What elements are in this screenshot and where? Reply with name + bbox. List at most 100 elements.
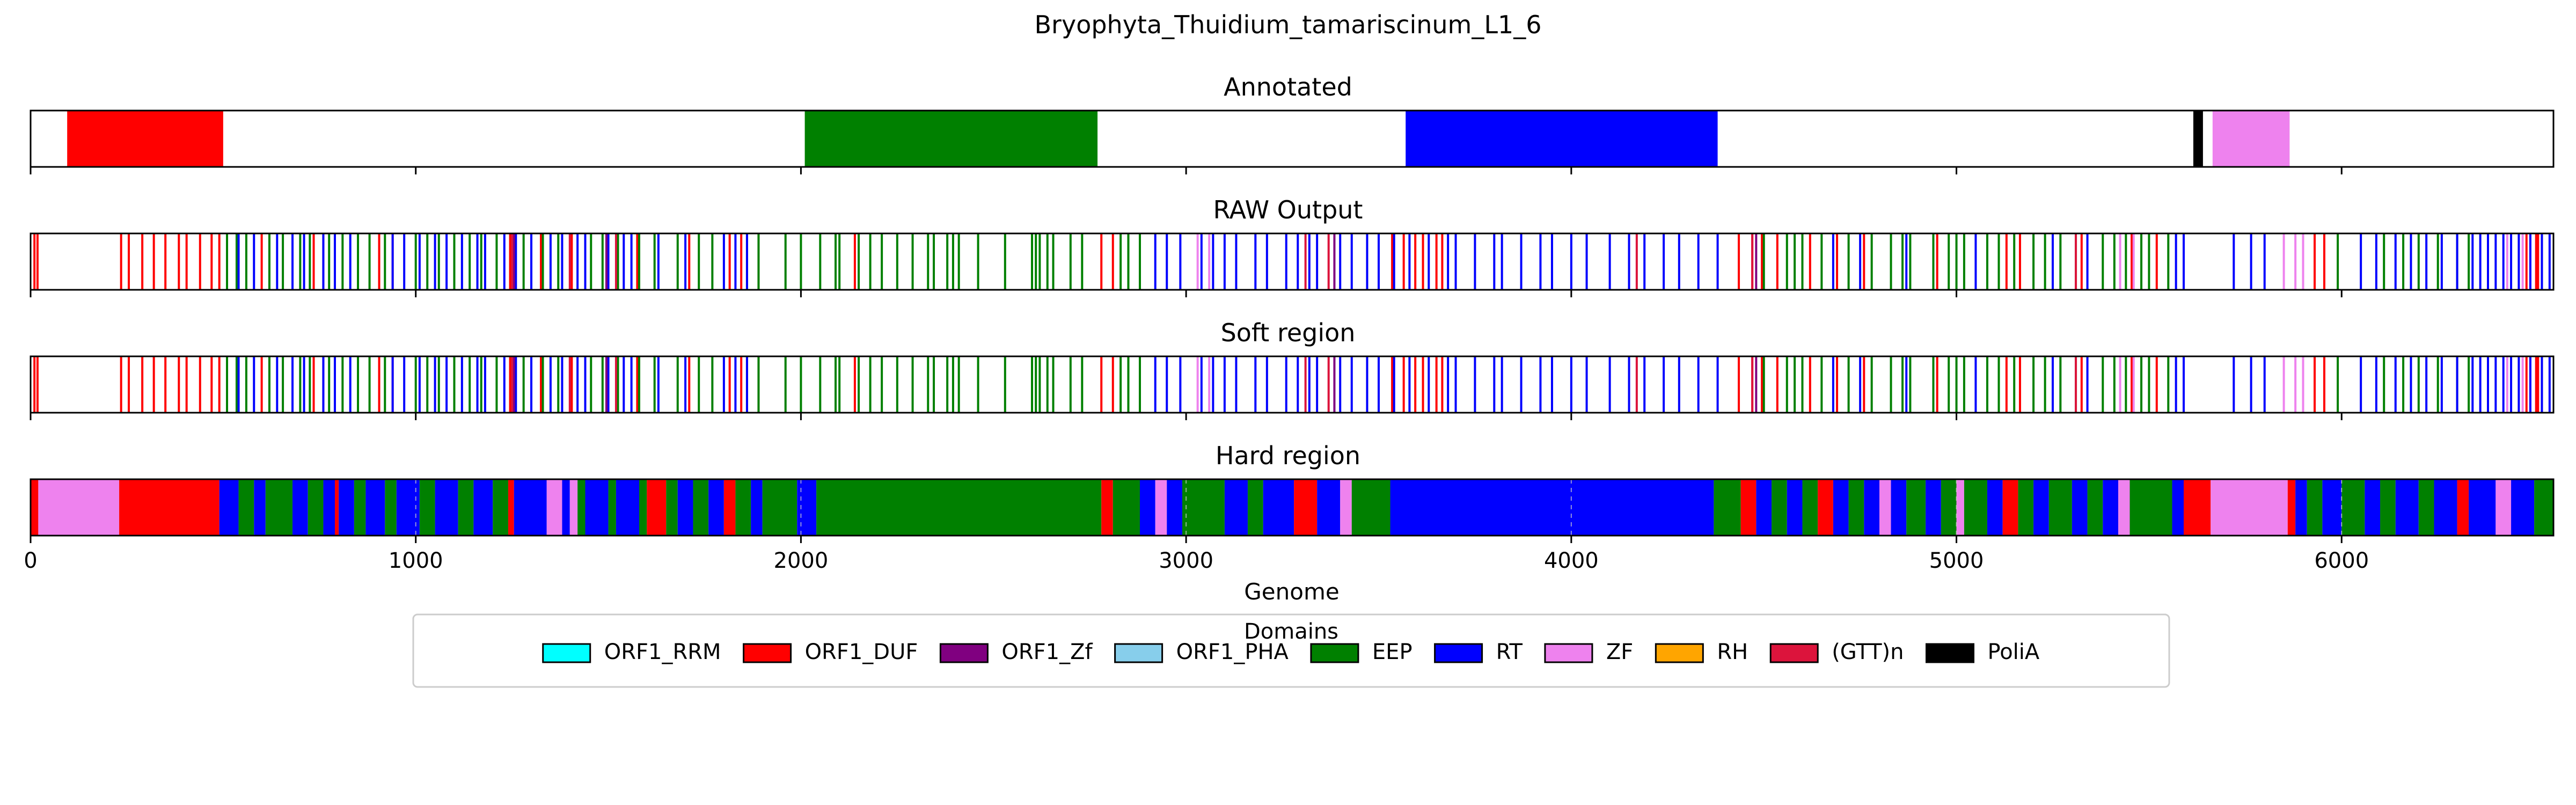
hard-region-segment-rt: [585, 479, 609, 536]
annotated-segment-orf1-duf: [67, 111, 223, 167]
raw-output-lines: [33, 233, 2551, 290]
legend-swatch-zf: [1544, 643, 1593, 663]
hard-region-segment-orf1-duf: [1294, 479, 1318, 536]
panel-title-raw-output: RAW Output: [1213, 195, 1363, 224]
hard-region-segment-eep: [458, 479, 474, 536]
legend-label-orf1-zf: ORF1_Zf: [1001, 640, 1093, 664]
hard-region-segment-eep: [1848, 479, 1864, 536]
x-tick-label: 0: [24, 548, 37, 573]
hard-region-segment-eep: [639, 479, 647, 536]
hard-region-segment-rt: [1167, 479, 1182, 536]
hard-region-segment-eep: [608, 479, 616, 536]
legend-swatch-orf1-zf: [939, 643, 989, 663]
legend-swatch-eep: [1310, 643, 1359, 663]
hard-region-segment-rt: [514, 479, 547, 536]
raw-output-frame: [30, 232, 2555, 291]
panel-title-soft-region: Soft region: [1221, 318, 1356, 347]
hard-region-segment-eep: [419, 479, 435, 536]
hard-region-segment-rt: [751, 479, 763, 536]
hard-region-segment-eep: [816, 479, 1102, 536]
legend-entries: ORF1_RRM ORF1_DUF ORF1_Zf ORF1_PHA EEP RT ZF RH…: [542, 640, 2040, 664]
hard-region-segment-rt: [797, 479, 817, 536]
hard-region-segment-rt: [1787, 479, 1803, 536]
hard-region-segment-eep: [2534, 479, 2553, 536]
legend-swatch-rt: [1434, 643, 1483, 663]
hard-region-segment-rt: [323, 479, 335, 536]
annotated-segments: [67, 111, 2290, 167]
hard-region-segment-eep: [2341, 479, 2365, 536]
panel-annotated: Annotated: [30, 72, 2555, 168]
hard-region-segment-rt: [2033, 479, 2049, 536]
hard-region-segment-rt: [1926, 479, 1941, 536]
figure-title: Bryophyta_Thuidium_tamariscinum_L1_6: [1035, 10, 1542, 39]
hard-region-segment-rt: [1833, 479, 1849, 536]
hard-region-segment-eep: [666, 479, 678, 536]
hard-region-segment-eep: [2307, 479, 2323, 536]
hard-region-segment-rt: [2172, 479, 2184, 536]
hard-region-segment-eep: [1964, 479, 1987, 536]
hard-region-segment-eep: [2380, 479, 2396, 536]
hard-region-segment-eep: [2418, 479, 2434, 536]
annotated-segment-zf: [2212, 111, 2290, 167]
hard-region-segment-eep: [1351, 479, 1391, 536]
hard-region-segment-zf: [1340, 479, 1352, 536]
panel-hard-region: Hard region: [30, 441, 2555, 537]
hard-region-segment-eep: [693, 479, 709, 536]
panel-title-annotated: Annotated: [1224, 72, 1352, 101]
hard-region-segment-orf1-duf: [2002, 479, 2018, 536]
legend-title: Domains: [1244, 619, 1338, 644]
legend-label-gtt-n: (GTT)n: [1832, 640, 1904, 664]
x-axis: 0 1000 2000 3000 4000 5000 6000: [24, 167, 2369, 573]
legend-swatch-orf1-duf: [743, 643, 792, 663]
hard-region-segment-rt: [1390, 479, 1714, 536]
hard-region-segment-zf: [2496, 479, 2512, 536]
legend-swatch-polia: [1926, 643, 1975, 663]
hard-region-segment-rt: [2511, 479, 2535, 536]
hard-region-segment-eep: [238, 479, 254, 536]
hard-region-segment-rt: [2322, 479, 2342, 536]
hard-region-segment-zf: [569, 479, 578, 536]
x-tick-label: 1000: [389, 548, 443, 573]
soft-region-lines: [33, 356, 2551, 413]
hard-region-segment-eep: [2087, 479, 2103, 536]
legend-box: [412, 613, 2170, 688]
hard-region-segment-rt: [562, 479, 570, 536]
hard-region-segment-rt: [2103, 479, 2118, 536]
hard-region-segment-zf: [2118, 479, 2130, 536]
legend-label-rt: RT: [1496, 640, 1523, 664]
hard-region-segment-rt: [1987, 479, 2003, 536]
hard-region-segment-rt: [2395, 479, 2419, 536]
hard-region-segment-rt: [616, 479, 639, 536]
legend-swatch-orf1-rrm: [542, 643, 591, 663]
panel-raw-output: RAW Output: [30, 195, 2555, 291]
hard-region-segment-rt: [473, 479, 493, 536]
hard-region-segment-rt: [1140, 479, 1155, 536]
hard-region-segment-eep: [2048, 479, 2072, 536]
hard-region-segment-eep: [385, 479, 397, 536]
hard-region-frame: [30, 478, 2555, 537]
x-tick-label: 4000: [1544, 548, 1599, 573]
panel-title-hard-region: Hard region: [1216, 441, 1360, 470]
legend-label-orf1-duf: ORF1_DUF: [805, 640, 918, 664]
hard-region-segment-rt: [708, 479, 724, 536]
hard-region-segment-rt: [254, 479, 266, 536]
hard-region-segment-orf1-duf: [119, 479, 219, 536]
hard-region-segment-eep: [2018, 479, 2034, 536]
hard-region-segment-zf: [2211, 479, 2288, 536]
annotated-frame: [30, 109, 2555, 168]
hard-region-segment-zf: [1155, 479, 1167, 536]
hard-region-segment-rt: [219, 479, 239, 536]
hard-region-segment-eep: [493, 479, 508, 536]
legend-swatch-gtt-n: [1769, 643, 1819, 663]
hard-region-segment-orf1-duf: [1101, 479, 1113, 536]
hard-region-segment-rt: [339, 479, 354, 536]
panel-soft-region: Soft region: [30, 318, 2555, 414]
legend-swatch-rh: [1655, 643, 1704, 663]
hard-region-segment-zf: [38, 479, 120, 536]
hard-region-segment-rt: [2072, 479, 2088, 536]
legend-label-zf: ZF: [1606, 640, 1633, 664]
hard-region-segment-orf1-duf: [2183, 479, 2211, 536]
hard-region-segment-eep: [354, 479, 366, 536]
hard-region-segment-eep: [1182, 479, 1225, 536]
